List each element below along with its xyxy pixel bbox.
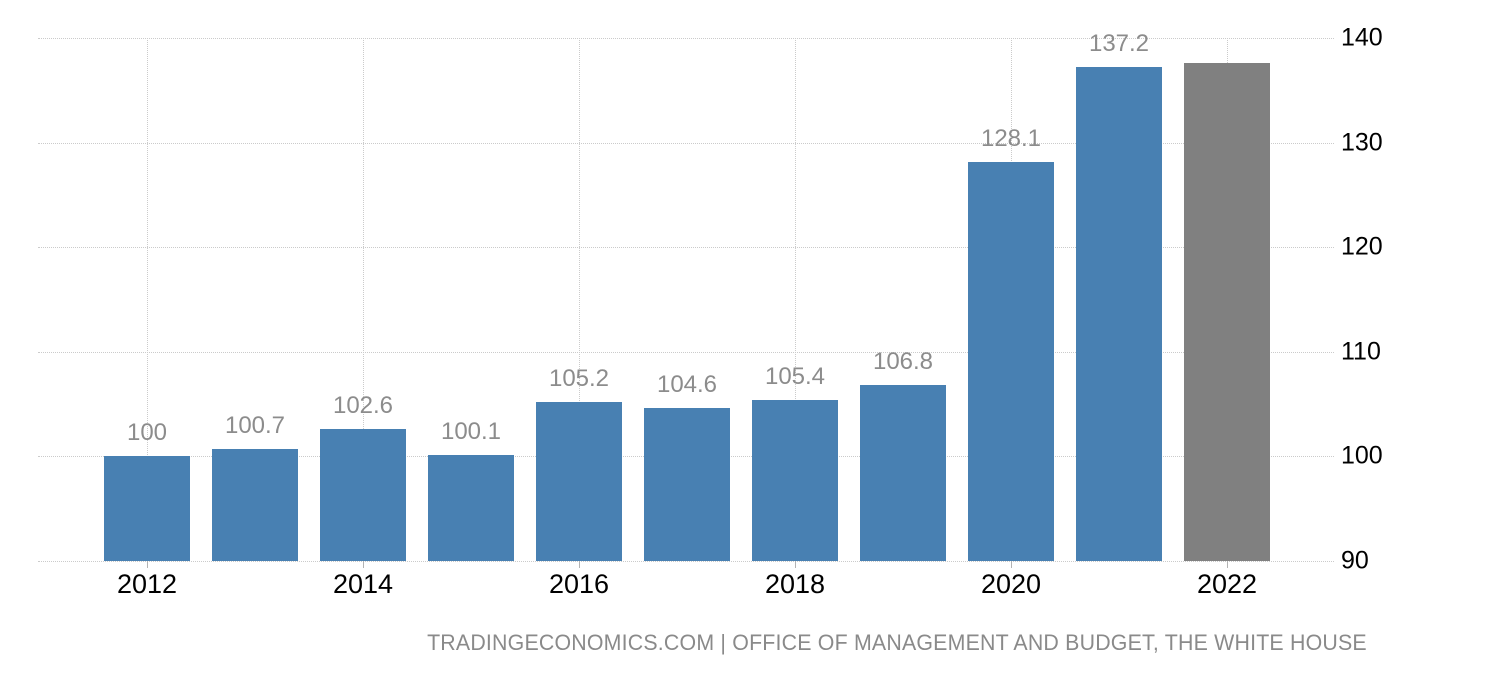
x-tick-label: 2020 [980, 569, 1042, 599]
v-gridline [795, 38, 796, 561]
bar[interactable] [860, 385, 946, 561]
x-tick-label: 2016 [548, 569, 610, 599]
bar[interactable] [212, 449, 298, 561]
v-gridline [147, 38, 148, 561]
y-tick-label: 90 [1341, 546, 1369, 575]
attribution-text: TRADINGECONOMICS.COM | OFFICE OF MANAGEM… [427, 630, 1367, 655]
plot-area: 100 100.7 102.6 100.1 105.2 104.6 105.4 106.8 12… [38, 30, 1334, 562]
y-tick-label: 130 [1341, 128, 1383, 157]
h-gridline [38, 561, 1334, 562]
y-tick-label: 110 [1341, 337, 1381, 366]
bar[interactable] [320, 429, 406, 561]
y-tick-label: 100 [1341, 441, 1383, 470]
bar[interactable] [644, 408, 730, 561]
x-tick-label: 2018 [764, 569, 826, 599]
h-gridline [38, 351, 1334, 353]
bar[interactable] [1184, 63, 1270, 561]
bar[interactable] [536, 402, 622, 561]
y-tick-label: 120 [1341, 232, 1383, 261]
bar-value-label: 105.4 [764, 362, 826, 390]
x-axis-tick [795, 561, 796, 568]
bar-value-label: 128.1 [980, 125, 1042, 153]
bar[interactable] [428, 455, 514, 561]
bar[interactable] [1076, 67, 1162, 561]
x-tick-label: 2014 [332, 569, 394, 599]
h-gridline [38, 142, 1334, 144]
x-axis-tick [147, 561, 148, 568]
x-tick-label: 2022 [1196, 569, 1258, 599]
v-gridline [363, 38, 364, 561]
bar-value-label: 100.1 [440, 418, 502, 446]
bar-value-label: 100 [126, 419, 168, 447]
x-tick-label: 2012 [116, 569, 178, 599]
x-axis-tick [1227, 561, 1228, 568]
bar-value-label: 106.8 [872, 348, 934, 376]
h-gridline [38, 247, 1334, 249]
bar[interactable] [968, 162, 1054, 561]
bar-value-label: 102.6 [332, 392, 394, 420]
h-gridline [38, 38, 1334, 39]
y-tick-label: 140 [1341, 23, 1383, 52]
x-axis-tick [363, 561, 364, 568]
bar-value-label: 137.2 [1088, 30, 1150, 58]
v-gridline [579, 38, 580, 561]
bar-value-label: 105.2 [548, 365, 610, 393]
bar-value-label: 100.7 [224, 412, 286, 440]
bar[interactable] [752, 399, 838, 561]
bar-value-label: 104.6 [656, 371, 718, 399]
bar[interactable] [104, 456, 190, 561]
x-axis-tick [579, 561, 580, 568]
x-axis-tick [1011, 561, 1012, 568]
